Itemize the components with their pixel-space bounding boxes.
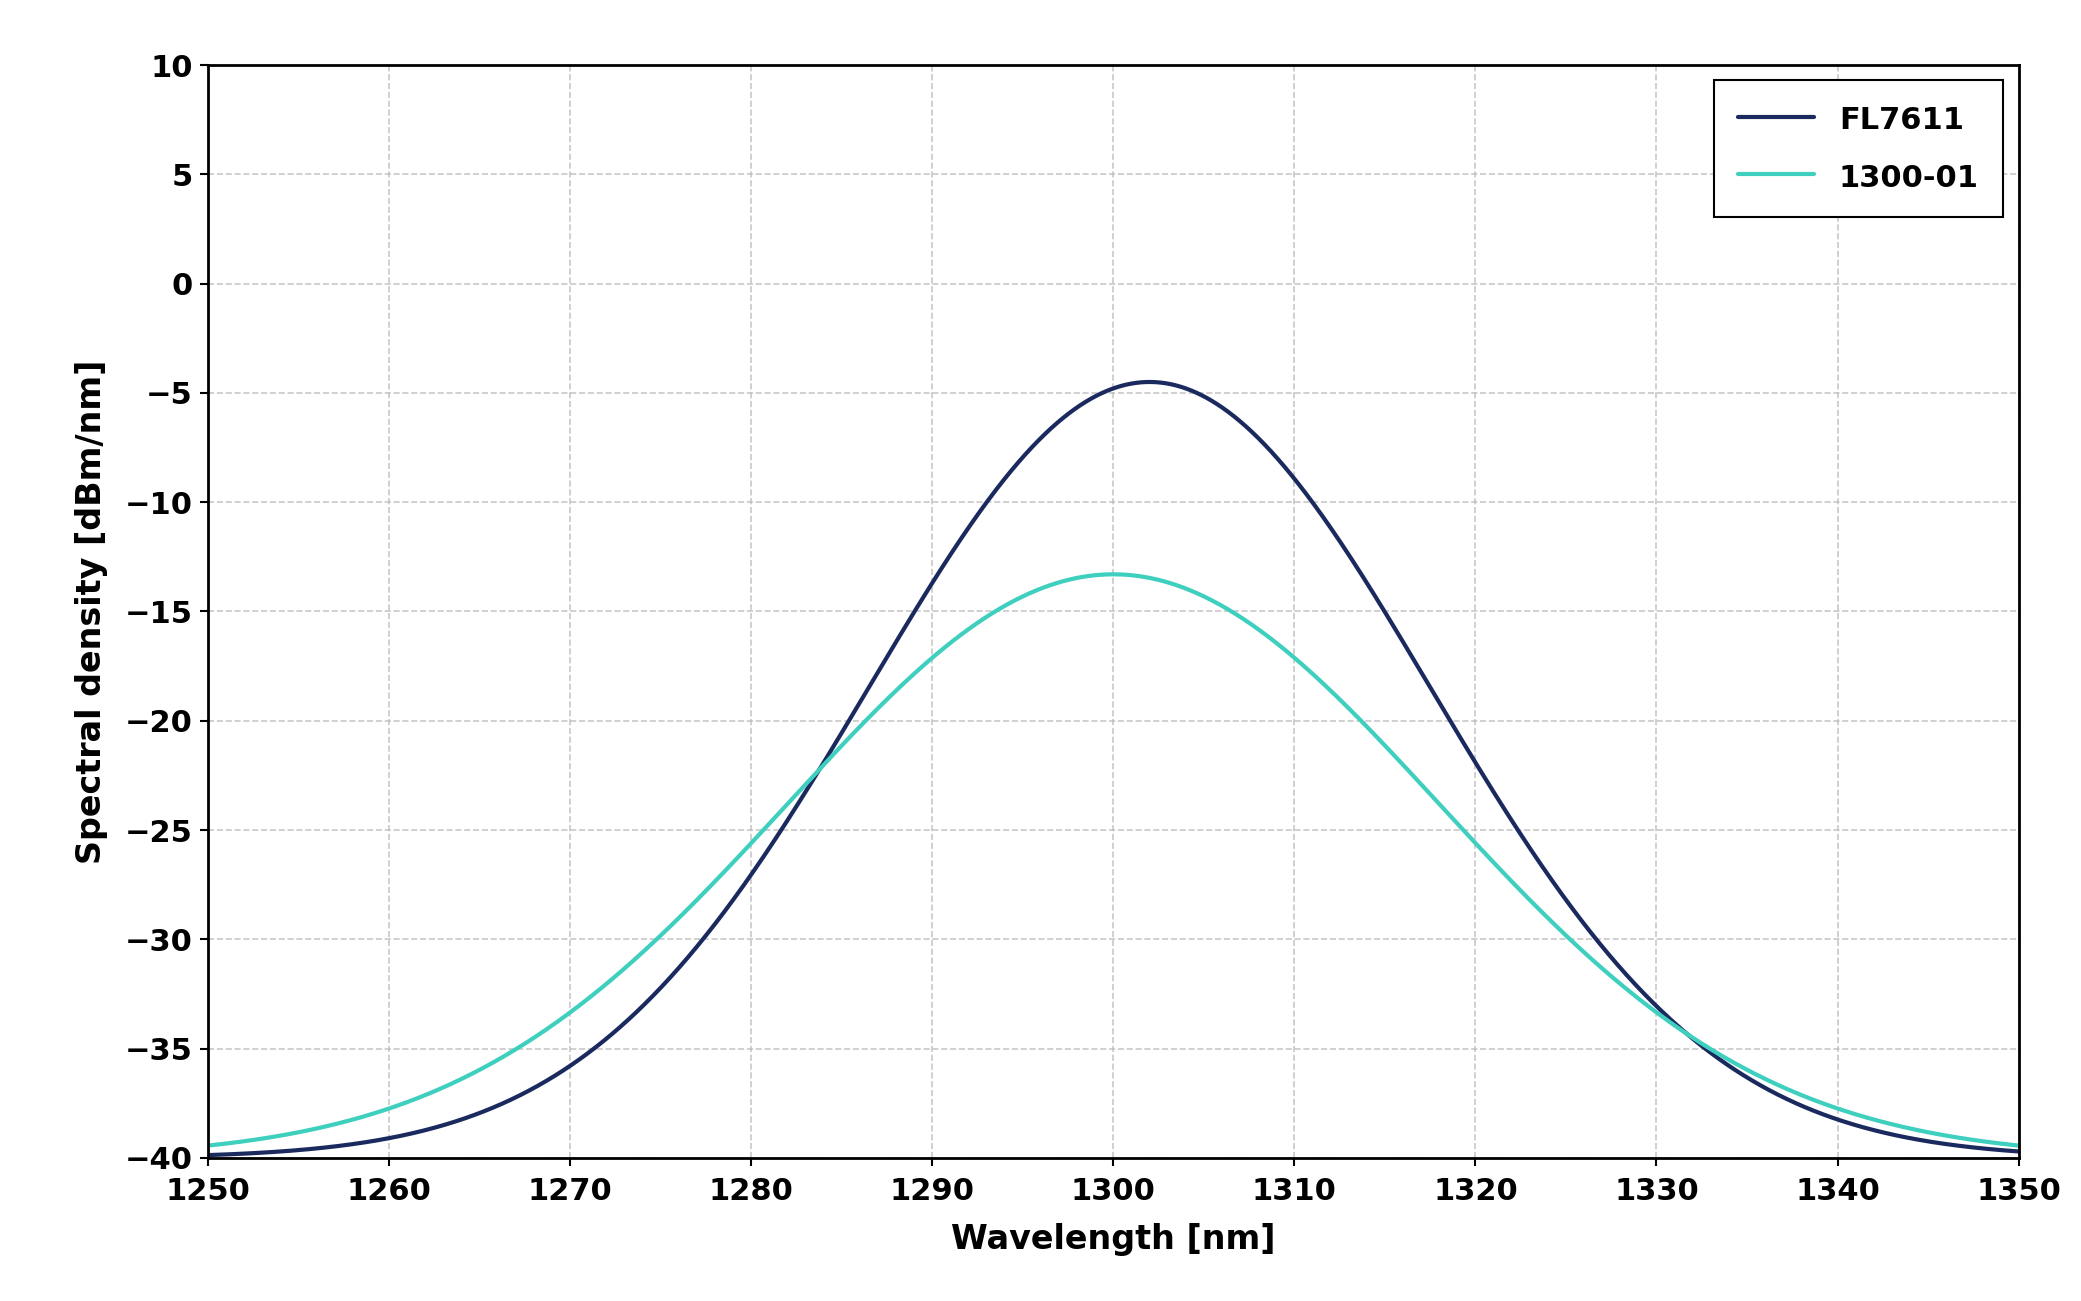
FL7611 [1802,1103,1827,1119]
1300-01 [2006,1138,2031,1154]
FL7611 [485,1098,510,1114]
Line: 1300-01: 1300-01 [173,574,2054,1149]
1300-01 [2041,1141,2066,1157]
FL7611 [375,1131,400,1146]
1300-01 [882,684,907,700]
FL7611 [964,510,988,526]
FL7611 [882,637,907,653]
1300-01 [375,1102,400,1118]
FL7611 [2006,1144,2031,1159]
FL7611 [1136,375,1161,390]
Legend: FL7611, 1300-01: FL7611, 1300-01 [1713,81,2004,217]
FL7611 [2041,1146,2066,1162]
1300-01 [1101,566,1126,582]
Line: FL7611: FL7611 [173,382,2054,1157]
Y-axis label: Spectral density [dBm/nm]: Spectral density [dBm/nm] [75,359,108,864]
1300-01 [1802,1093,1827,1108]
X-axis label: Wavelength [nm]: Wavelength [nm] [951,1223,1276,1255]
1300-01 [160,1141,185,1157]
FL7611 [160,1149,185,1164]
1300-01 [485,1051,510,1067]
1300-01 [964,617,988,632]
